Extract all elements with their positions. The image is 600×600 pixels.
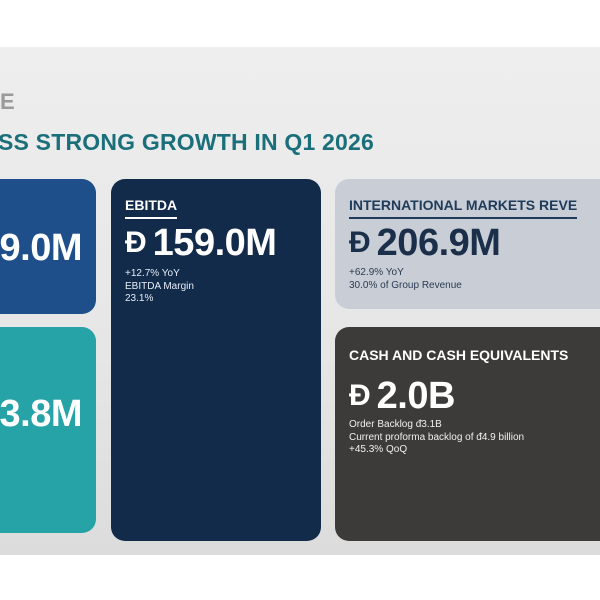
proforma-backlog: Current proforma backlog of ᵭ4.9 billion [349,431,525,443]
cash-qoq: +45.3% QoQ [349,444,408,455]
international-title: INTERNATIONAL MARKETS REVE [349,197,578,219]
cash-title: CASH AND CASH EQUIVALENTS [349,347,569,363]
revenue-card-partial: 9.0M [0,179,96,314]
profit-card-partial: 3.8M [0,327,96,533]
ebitda-yoy: +12.7% YoY [125,268,180,279]
international-share: 30.0% of Group Revenue [349,279,462,291]
international-yoy: +62.9% YoY [349,267,404,278]
revenue-value: 9.0M [0,227,83,269]
cash-details: Order Backlog ᵭ3.1B Current proforma bac… [349,419,524,457]
profit-value: 3.8M [0,393,83,435]
dirham-currency-icon: Đ [349,226,371,259]
cash-metric: Đ 2.0B [349,377,455,415]
ebitda-card: EBITDA Đ 159.0M +12.7% YoY EBITDA Margin… [111,179,321,541]
international-revenue-card: INTERNATIONAL MARKETS REVE Đ 206.9M +62.… [335,179,600,309]
dirham-currency-icon: Đ [125,226,147,259]
ebitda-margin-label: EBITDA Margin [125,280,194,292]
slide: E SS STRONG GROWTH IN Q1 2026 9.0M 3.8M … [0,47,600,555]
ebitda-margin-value: 23.1% [125,293,154,304]
international-value: 206.9M [376,222,501,264]
cash-card: CASH AND CASH EQUIVALENTS Đ 2.0B Order B… [335,327,600,541]
ebitda-value: 159.0M [152,222,277,264]
slide-headline: SS STRONG GROWTH IN Q1 2026 [0,129,375,155]
cash-value: 2.0B [376,375,456,417]
ebitda-details: +12.7% YoY EBITDA Margin 23.1% [125,268,194,306]
dirham-currency-icon: Đ [349,379,371,412]
order-backlog: Order Backlog ᵭ3.1B [349,419,442,430]
ebitda-metric: Đ 159.0M [125,222,277,264]
international-metric: Đ 206.9M [349,222,501,264]
international-details: +62.9% YoY 30.0% of Group Revenue [349,267,462,292]
slide-corner-mark: E [0,89,16,114]
ebitda-title: EBITDA [125,197,178,219]
